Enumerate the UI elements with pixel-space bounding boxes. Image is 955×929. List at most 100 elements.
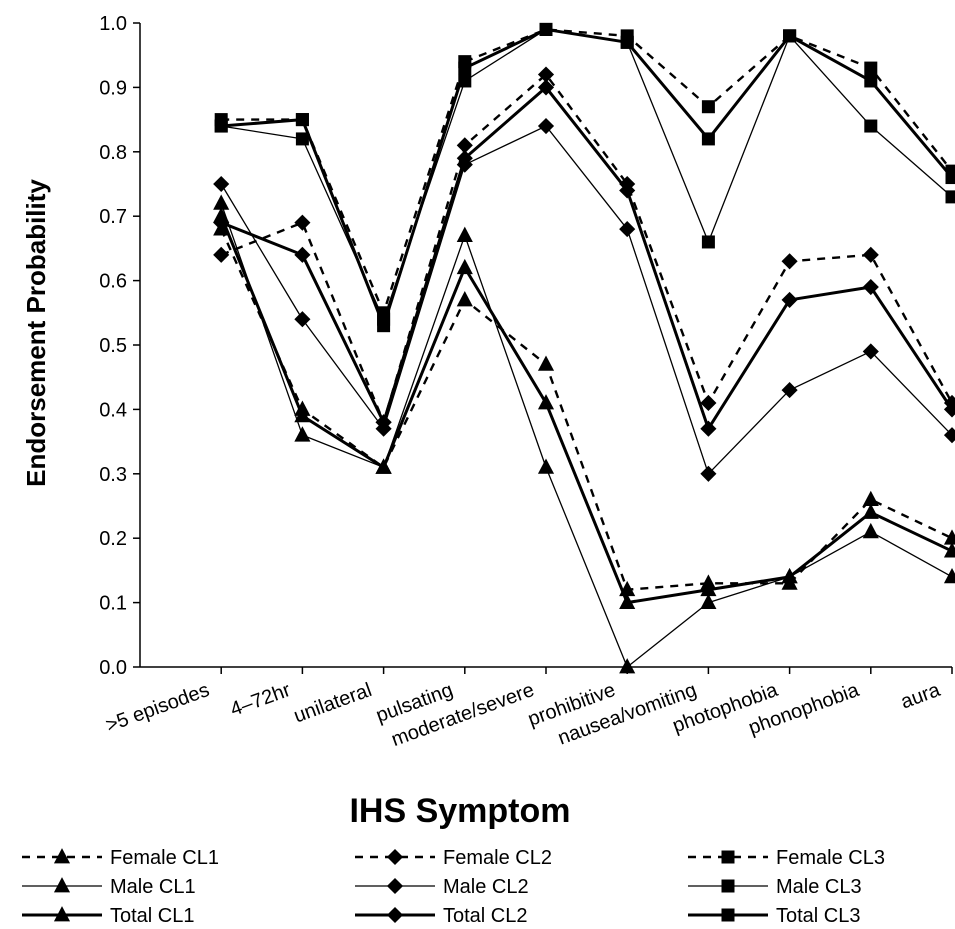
legend-label-male-cl2: Male CL2 (443, 876, 529, 898)
y-tick-label: 0.9 (99, 77, 127, 99)
legend-label-male-cl3: Male CL3 (776, 876, 862, 898)
series-total-cl1 (213, 207, 955, 610)
data-point-total-cl3 (783, 29, 797, 43)
data-point-female-cl2 (537, 66, 555, 83)
data-point-total-cl1 (456, 258, 473, 275)
legend-label-total-cl1: Total CL1 (110, 905, 195, 927)
data-point-female-cl1 (456, 291, 473, 307)
series-total-cl2 (213, 79, 955, 437)
data-point-total-cl1 (781, 567, 798, 584)
series-female-cl2 (213, 66, 955, 431)
legend-label-total-cl3: Total CL3 (776, 905, 861, 927)
legend-label-male-cl1: Male CL1 (110, 876, 196, 898)
data-point-total-cl2 (294, 246, 311, 263)
data-point-male-cl2 (943, 427, 955, 444)
data-point-male-cl3 (295, 132, 309, 146)
y-axis-title: Endorsement Probability (21, 179, 51, 487)
series-line-total-cl3 (221, 27, 954, 328)
data-point-female-cl2 (862, 246, 879, 263)
data-point-total-cl2 (537, 79, 555, 96)
data-point-male-cl3 (864, 119, 878, 133)
data-point-total-cl2 (213, 214, 230, 231)
data-point-male-cl2 (294, 311, 311, 328)
data-point-male-cl3 (945, 190, 955, 204)
data-point-total-cl1 (537, 394, 555, 410)
data-point-female-cl1 (943, 529, 955, 545)
data-point-total-cl2 (862, 278, 879, 296)
legend-item-male-cl2: Male CL2 (355, 876, 529, 898)
y-tick-label: 0.8 (99, 142, 127, 164)
data-point-male-cl1 (537, 458, 555, 474)
legend-label-total-cl2: Total CL2 (443, 905, 528, 927)
series-layer (213, 22, 955, 674)
legend-item-male-cl1: Male CL1 (22, 876, 196, 898)
y-tick-label: 0.6 (99, 271, 127, 293)
data-point-female-cl2 (700, 394, 717, 412)
data-point-male-cl3 (701, 235, 715, 249)
data-point-male-cl1 (619, 658, 636, 674)
legend-marker-female-cl3 (721, 850, 735, 864)
x-tick-label: aura (898, 679, 944, 714)
data-point-female-cl1 (537, 355, 555, 371)
data-point-total-cl3 (214, 119, 228, 133)
legend-marker-total-cl2 (386, 906, 404, 924)
y-tick-label: 0.5 (99, 335, 127, 357)
data-point-female-cl2 (213, 246, 230, 263)
legend-label-female-cl1: Female CL1 (110, 847, 219, 869)
data-point-male-cl2 (619, 221, 636, 238)
data-point-male-cl1 (456, 226, 473, 242)
series-line-male-cl1 (220, 203, 953, 668)
data-point-male-cl1 (862, 522, 879, 539)
data-point-male-cl1 (213, 194, 230, 210)
data-point-female-cl1 (862, 490, 879, 506)
x-tick-label: unilateral (291, 679, 375, 727)
series-line-male-cl3 (221, 28, 953, 320)
x-axis: >5 episodes 4–72hrunilateralpulsatingmode… (103, 666, 953, 751)
data-point-total-cl1 (619, 593, 636, 610)
data-point-total-cl3 (539, 22, 553, 36)
data-point-male-cl2 (213, 175, 230, 193)
legend-item-female-cl2: Female CL2 (355, 847, 552, 869)
series-line-female-cl2 (220, 73, 954, 424)
data-point-female-cl2 (456, 137, 473, 154)
data-point-male-cl1 (943, 567, 955, 584)
data-point-female-cl2 (294, 214, 311, 231)
data-point-total-cl1 (943, 542, 955, 558)
data-point-total-cl3 (701, 132, 715, 146)
legend-item-total-cl2: Total CL2 (355, 905, 528, 927)
y-tick-label: 0.3 (99, 464, 127, 486)
legend-label-female-cl2: Female CL2 (443, 847, 552, 869)
x-tick-label: >5 episodes (103, 679, 212, 737)
series-line-male-cl2 (220, 125, 953, 475)
data-point-male-cl2 (862, 343, 879, 360)
legend-item-female-cl1: Female CL1 (22, 847, 219, 869)
data-point-total-cl1 (294, 406, 311, 423)
data-point-total-cl2 (781, 291, 798, 308)
legend-item-total-cl1: Total CL1 (22, 905, 195, 927)
legend-marker-male-cl3 (721, 879, 735, 893)
data-point-male-cl2 (700, 465, 717, 482)
legend-marker-total-cl1 (53, 906, 71, 922)
legend-marker-total-cl3 (721, 908, 735, 922)
series-female-cl1 (213, 220, 955, 597)
x-axis-title: IHS Symptom (349, 792, 570, 830)
y-tick-label: 0.0 (99, 657, 127, 679)
legend-marker-male-cl1 (53, 877, 71, 893)
data-point-total-cl3 (458, 61, 472, 75)
legend-marker-male-cl2 (386, 877, 404, 895)
y-tick-label: 0.4 (99, 399, 127, 421)
legend-item-female-cl3: Female CL3 (688, 847, 885, 869)
data-point-total-cl3 (864, 74, 878, 88)
data-point-total-cl1 (700, 580, 717, 597)
y-tick-label: 0.2 (99, 528, 127, 550)
series-line-total-cl2 (220, 85, 954, 431)
data-point-female-cl3 (864, 61, 878, 75)
data-point-total-cl2 (375, 414, 392, 431)
data-point-male-cl1 (700, 593, 717, 610)
data-point-male-cl1 (294, 426, 311, 442)
y-tick-label: 1.0 (99, 13, 127, 35)
series-total-cl3 (214, 22, 955, 333)
y-tick-label: 0.1 (99, 593, 127, 615)
legend-marker-female-cl1 (53, 848, 71, 864)
